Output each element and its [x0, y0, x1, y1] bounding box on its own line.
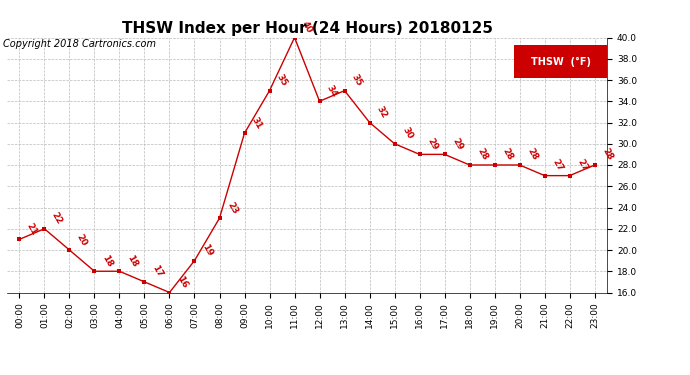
Text: 21: 21	[25, 221, 39, 237]
Text: 29: 29	[425, 136, 440, 152]
Text: 27: 27	[575, 158, 589, 173]
Title: THSW Index per Hour (24 Hours) 20180125: THSW Index per Hour (24 Hours) 20180125	[121, 21, 493, 36]
Text: 28: 28	[475, 147, 489, 162]
Text: 28: 28	[525, 147, 540, 162]
Text: 31: 31	[250, 115, 264, 130]
Text: 28: 28	[500, 147, 514, 162]
Text: 20: 20	[75, 232, 89, 247]
Text: Copyright 2018 Cartronics.com: Copyright 2018 Cartronics.com	[3, 39, 157, 50]
Text: 32: 32	[375, 104, 389, 120]
Text: 23: 23	[225, 200, 239, 215]
Text: 16: 16	[175, 274, 189, 290]
Text: 35: 35	[275, 72, 289, 88]
Text: 28: 28	[600, 147, 614, 162]
Text: 22: 22	[50, 211, 64, 226]
Text: 19: 19	[200, 242, 214, 258]
Text: 17: 17	[150, 264, 164, 279]
Text: 18: 18	[125, 253, 139, 268]
Text: 18: 18	[100, 253, 114, 268]
Text: 35: 35	[350, 72, 364, 88]
Text: 27: 27	[550, 158, 564, 173]
Text: 29: 29	[450, 136, 464, 152]
Text: 34: 34	[325, 83, 339, 99]
Text: 40: 40	[300, 20, 314, 35]
Text: 30: 30	[400, 126, 414, 141]
